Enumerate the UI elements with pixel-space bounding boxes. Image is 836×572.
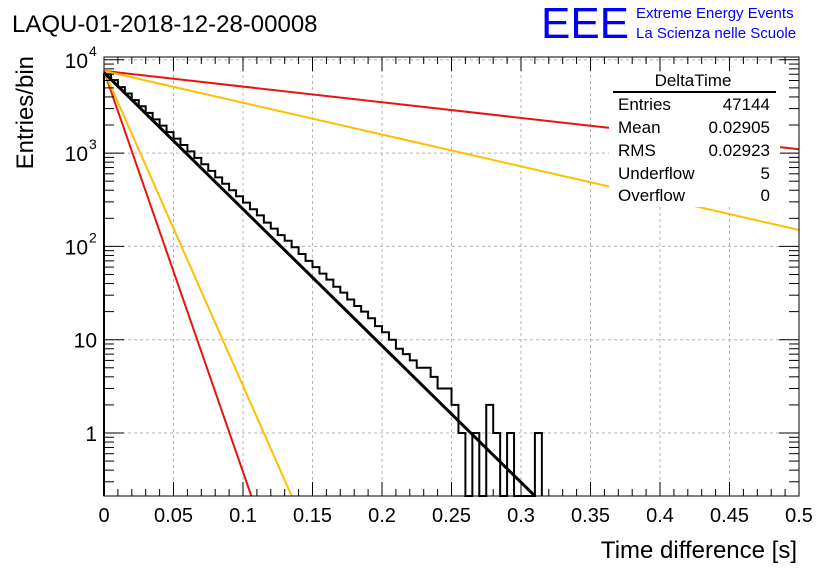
stat-rms-label: RMS [618, 141, 656, 160]
x-tick-label: 0.05 [154, 505, 193, 527]
eee-logo: EEE [541, 0, 629, 48]
stat-rms-value: 0.02923 [709, 141, 770, 160]
stat-underflow-value: 5 [761, 164, 770, 183]
run-title: LAQU-01-2018-12-28-00008 [12, 11, 318, 38]
y-tick-exponent: 3 [89, 136, 97, 152]
x-tick-label: 0.4 [646, 505, 674, 527]
reference-lines [102, 69, 800, 498]
y-tick-label: 10 [65, 50, 88, 73]
x-tick-labels: 0 0.05 0.1 0.15 0.2 0.25 0.3 0.35 0.4 0.45 0.5 [98, 505, 812, 527]
x-tick-label: 0.5 [785, 505, 813, 527]
x-tick-label: 0.35 [571, 505, 610, 527]
y-tick-label: 10 [74, 330, 97, 353]
logo-line-1: Extreme Energy Events [636, 5, 794, 22]
stat-underflow-label: Underflow [618, 164, 695, 183]
histogram [103, 73, 543, 497]
exponential-fit-line [102, 71, 536, 498]
stat-mean-label: Mean [618, 118, 661, 137]
x-tick-label: 0 [98, 505, 109, 527]
stat-entries-value: 47144 [723, 95, 770, 114]
x-tick-label: 0.3 [507, 505, 535, 527]
stats-box-title: DeltaTime [655, 71, 732, 90]
y-axis-label: Entries/bin [12, 56, 39, 169]
histogram-steps [103, 73, 543, 497]
x-tick-label: 0.1 [229, 505, 257, 527]
orange-reference-line [103, 70, 293, 497]
y-tick-label: 1 [85, 423, 97, 446]
x-tick-label: 0.2 [368, 505, 396, 527]
red-reference-line [103, 70, 253, 497]
x-tick-label: 0.25 [432, 505, 471, 527]
y-tick-exponent: 4 [89, 43, 97, 59]
stat-mean-value: 0.02905 [709, 118, 770, 137]
x-tick-label: 0.15 [293, 505, 332, 527]
stat-overflow-value: 0 [761, 186, 770, 205]
stats-box-background [609, 75, 780, 207]
y-tick-label: 10 [65, 236, 88, 259]
logo-line-2: La Scienza nelle Scuole [636, 25, 796, 42]
x-tick-label: 0.45 [710, 505, 749, 527]
stat-entries-label: Entries [618, 95, 671, 114]
stat-overflow-label: Overflow [618, 186, 686, 205]
y-tick-label: 10 [65, 143, 88, 166]
axis-ticks [103, 57, 800, 496]
stats-box: DeltaTime Entries 47144 Mean 0.02905 RMS… [609, 71, 780, 207]
y-tick-exponent: 2 [89, 229, 97, 245]
x-axis-label: Time difference [s] [601, 537, 797, 564]
